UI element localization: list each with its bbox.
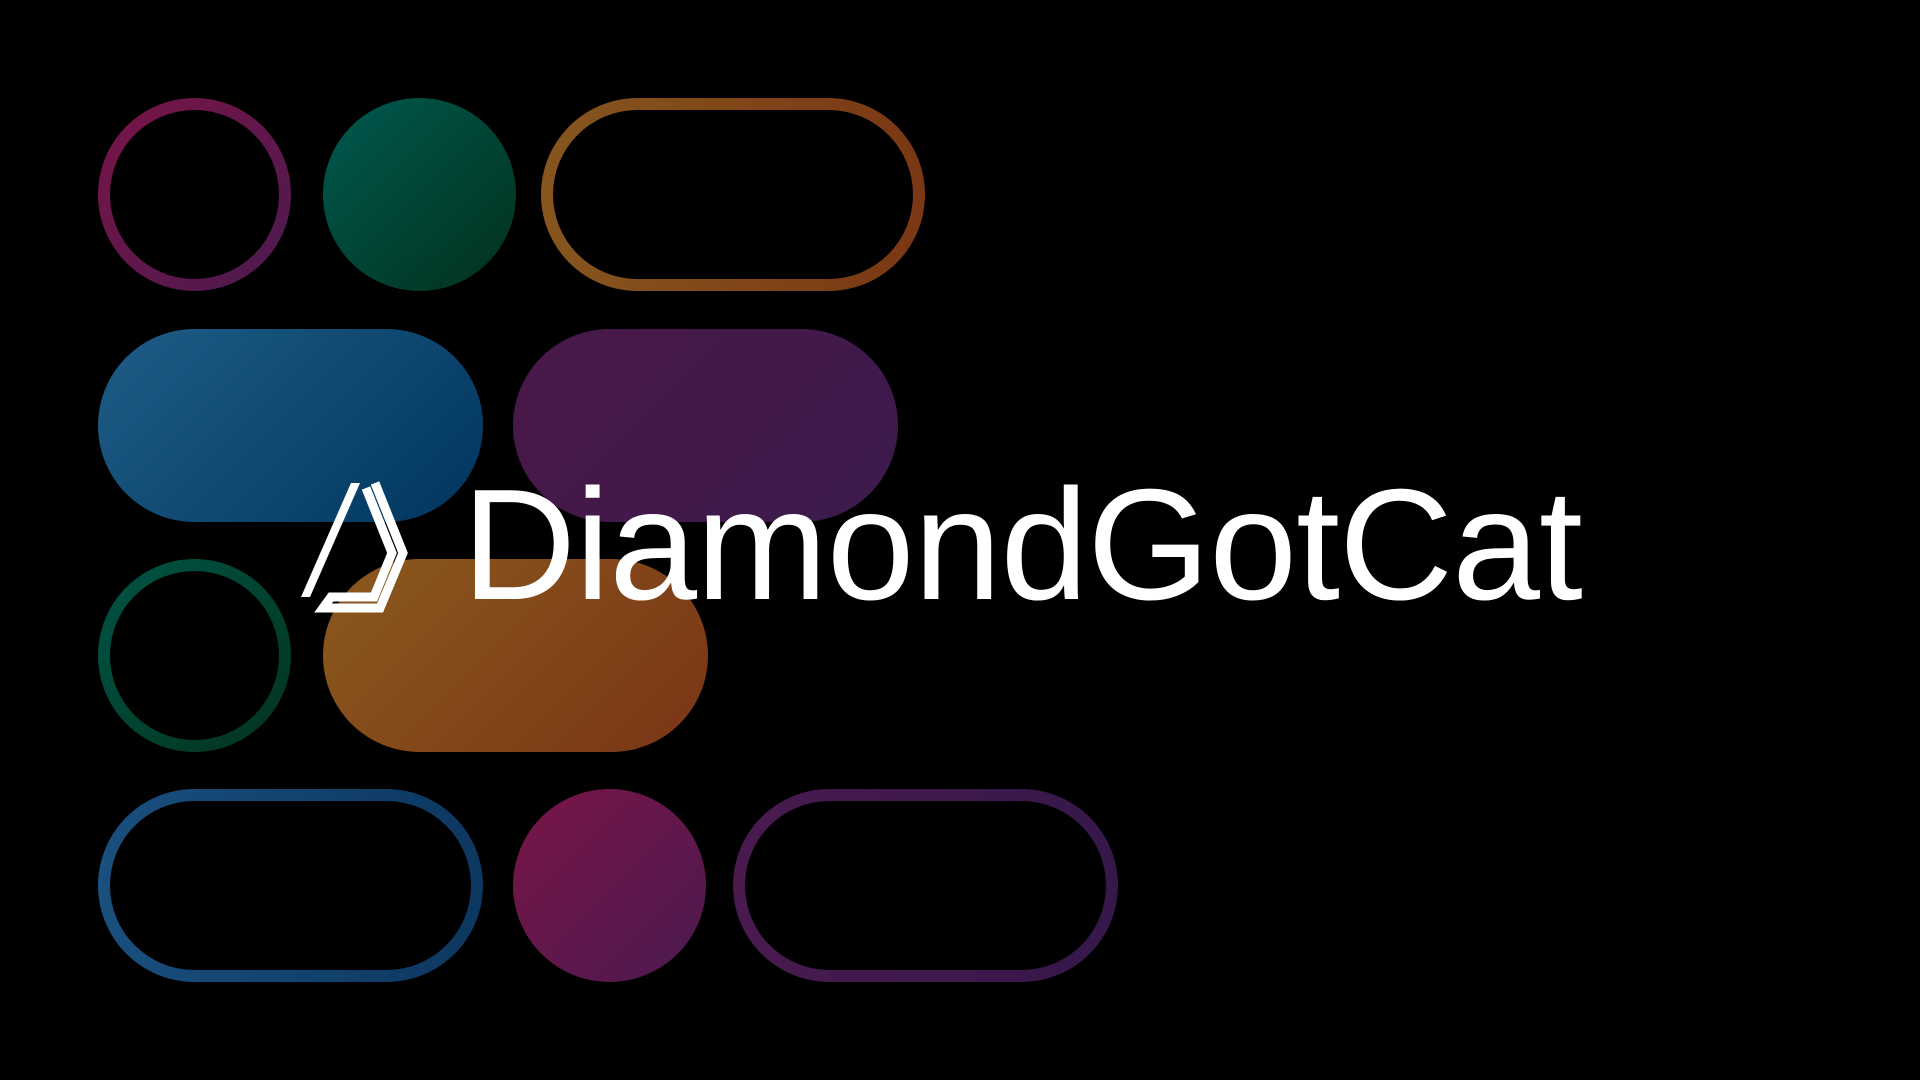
purple-pill-outline (733, 789, 1118, 982)
magenta-ring-outline (98, 98, 291, 291)
brand-logo: DiamondGotCat (280, 466, 1680, 624)
purple-pill (513, 329, 898, 522)
magenta-circle (513, 789, 706, 982)
blue-pill-outline (98, 789, 483, 982)
diamond-outline-icon (280, 475, 420, 615)
brand-wordmark: DiamondGotCat (462, 457, 1583, 633)
blue-pill (98, 329, 483, 522)
teal-circle (323, 98, 516, 291)
teal-ring-outline (98, 559, 291, 752)
orange-pill-outline (541, 98, 925, 291)
